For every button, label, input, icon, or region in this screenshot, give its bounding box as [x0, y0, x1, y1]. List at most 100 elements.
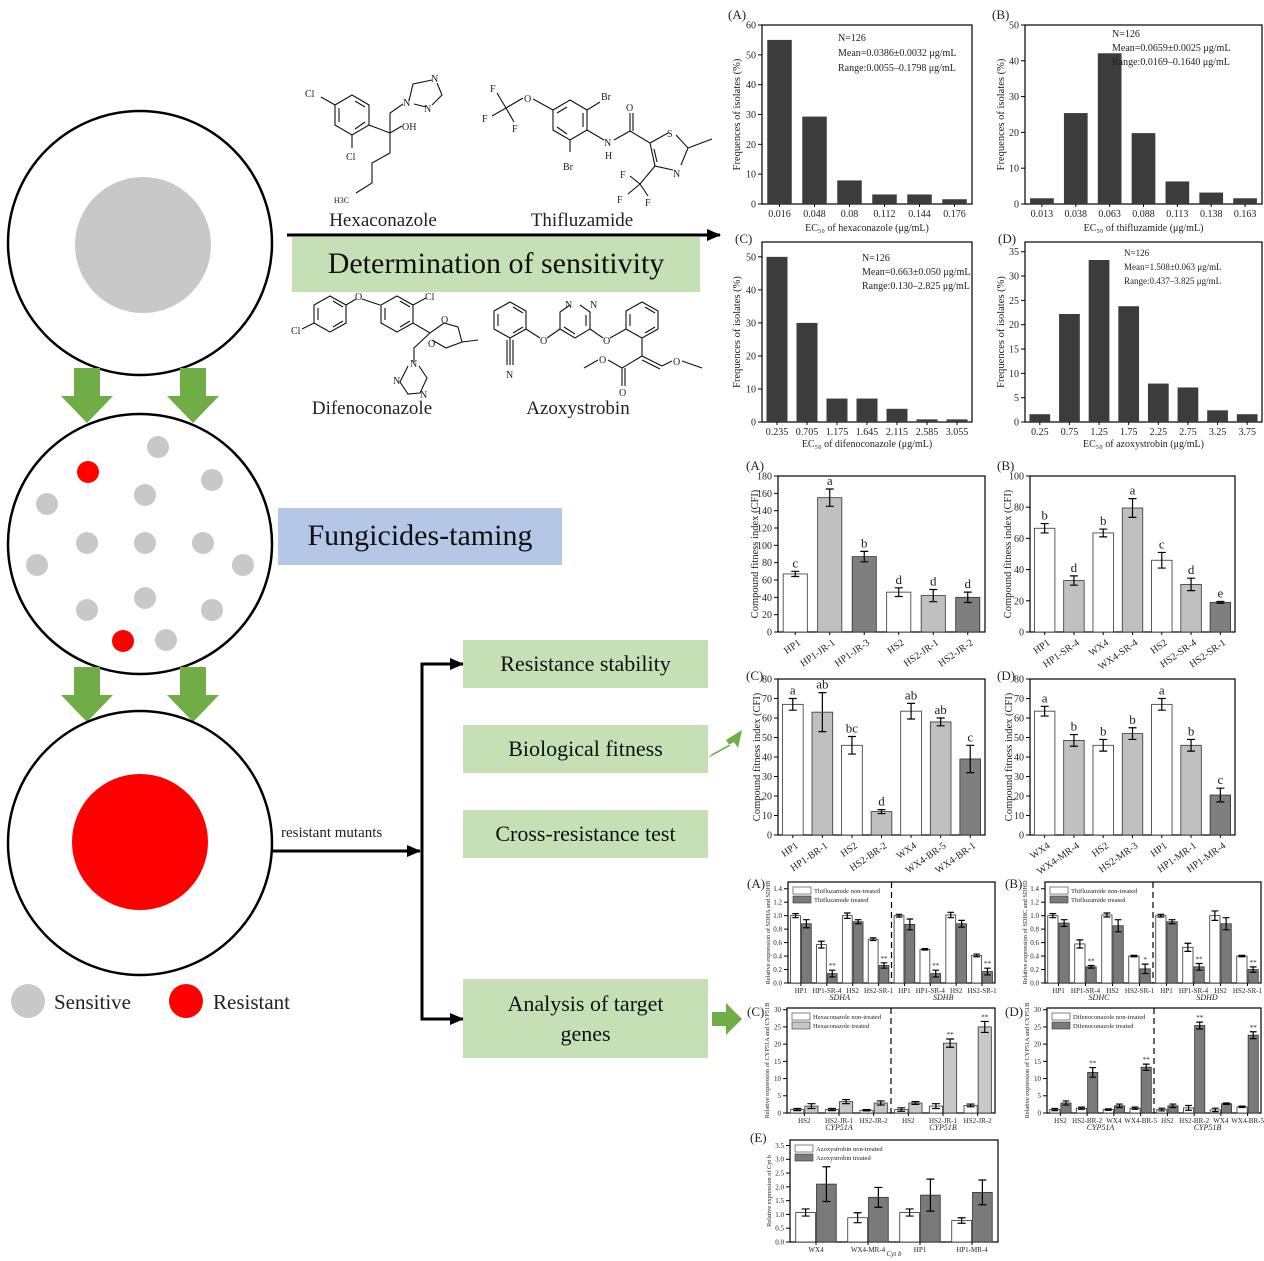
x-tick-label: 0.048	[803, 209, 826, 220]
bar	[1236, 955, 1248, 984]
y-tick-label: 60	[762, 714, 772, 725]
error-bar	[803, 919, 810, 929]
error-bar	[946, 1038, 955, 1048]
gene-group-label: CYP51A	[1087, 1123, 1115, 1132]
azoxystrobin-atoms: N O N N O O O O	[506, 300, 680, 399]
error-bar	[1099, 738, 1108, 752]
bar	[1220, 1103, 1232, 1114]
bar	[942, 199, 967, 204]
error-bar	[894, 587, 903, 598]
y-tick-label: 25	[1034, 1023, 1042, 1031]
y-axis-label: Frequences of isolates (%)	[996, 276, 1007, 388]
bar	[1074, 943, 1086, 984]
error-bar	[907, 702, 916, 720]
error-bar	[788, 697, 797, 711]
bar	[1194, 1025, 1206, 1114]
error-bar	[911, 1101, 920, 1105]
x-tick-label: HS2	[886, 637, 907, 656]
x-tick-label: HS2-JR-1	[902, 637, 941, 669]
error-bar	[936, 717, 945, 727]
green-down-arrows-1	[61, 368, 219, 423]
y-tick-label: 1.4	[1030, 885, 1039, 893]
significance-letter: ab	[816, 677, 828, 692]
error-bar	[1069, 575, 1078, 586]
y-tick-label: 0.6	[1030, 939, 1039, 947]
y-tick-label: 20	[1009, 320, 1019, 331]
legend-label: Thifluzamide non-treated	[1071, 888, 1138, 895]
bar	[900, 710, 922, 836]
y-axis-label: Relative expression of SDHA and SDHB	[765, 881, 772, 985]
x-tick-label: 3.25	[1209, 427, 1227, 438]
gene-group-label: SDHB	[933, 993, 954, 1002]
y-tick-label: 40	[1009, 56, 1019, 67]
resistant-colony	[112, 630, 134, 652]
legend-label: Azoxystrobin non-treated	[816, 1146, 883, 1153]
sensitive-colony	[155, 629, 177, 651]
bar	[1092, 744, 1114, 836]
error-bar	[807, 1103, 816, 1110]
structure-difenoconazole	[301, 295, 479, 395]
sensitive-colony	[134, 532, 156, 554]
panel-label: (B)	[992, 7, 1009, 22]
gene-group-label: SDHA	[830, 993, 851, 1002]
error-bar	[1187, 738, 1196, 752]
bar	[837, 180, 862, 204]
y-tick-label: 5	[1014, 393, 1019, 404]
gene-group-label: SDHD	[1196, 993, 1218, 1002]
atom-label: Br	[601, 92, 612, 103]
atom-label: O	[599, 355, 606, 366]
significance-letter: d	[896, 572, 903, 587]
y-tick-label: 40	[1014, 753, 1024, 764]
bar	[851, 556, 877, 633]
error-bar	[1099, 528, 1108, 538]
y-tick-label: 10	[1034, 1075, 1042, 1083]
x-tick-label: 2.25	[1150, 427, 1168, 438]
sensitive-colony	[75, 177, 211, 313]
significance-letter: b	[1071, 719, 1078, 734]
x-tick-label: HS2	[1054, 1117, 1067, 1125]
bar	[841, 744, 863, 836]
y-tick-label: 10	[1014, 811, 1024, 822]
sensitive-colony	[134, 587, 156, 609]
stat-annotation: Range:0.437–3.825 μg/mL	[1124, 276, 1221, 286]
legend-label: Thifluzamide treated	[1071, 897, 1126, 904]
dish-initial	[6, 109, 274, 377]
x-tick-label: 0.088	[1132, 209, 1155, 220]
bar	[1151, 703, 1173, 836]
bar	[1101, 914, 1113, 984]
error-bar	[1169, 1103, 1177, 1109]
triazole-ring	[408, 79, 443, 108]
x-tick-label: WX4-BR-5	[1231, 1117, 1264, 1125]
legend-swatch	[1051, 1012, 1071, 1021]
bar	[1166, 921, 1178, 984]
x-axis-label: EC₅₀ of thifluzamide (μg/mL)	[1084, 223, 1204, 234]
x-tick-label: HS2-SR-1	[1233, 987, 1263, 995]
bar	[1199, 192, 1224, 204]
bar	[782, 573, 808, 633]
y-tick-label: 80	[1014, 503, 1024, 514]
y-tick-label: 60	[1014, 714, 1024, 725]
y-tick-label: 10	[746, 384, 756, 395]
x-tick-label: 0.176	[943, 209, 966, 220]
cross-resistance-test-box: Cross-resistance test	[463, 810, 708, 858]
x-tick-label: HP1	[898, 987, 911, 995]
benzene-ring	[334, 94, 370, 136]
plot-frame	[777, 475, 986, 633]
y-tick-label: 30	[746, 318, 756, 329]
y-tick-label: 0	[767, 831, 772, 842]
x-tick-label: HS2	[902, 1117, 915, 1125]
significance-mark: **	[981, 1013, 989, 1021]
error-bar	[877, 809, 886, 815]
y-tick-label: 5	[778, 1092, 782, 1100]
x-tick-label: HP1	[782, 637, 803, 656]
atom-label: O	[603, 336, 610, 347]
x-tick-label: HP1-SR-4	[1179, 987, 1209, 995]
x-tick-label: 0.235	[766, 427, 789, 438]
error-bar	[897, 1107, 906, 1112]
error-bar	[1223, 1102, 1230, 1105]
y-tick-label: 20	[1034, 1041, 1042, 1049]
sensitive-colony	[134, 484, 156, 506]
y-tick-label: 40	[746, 285, 756, 296]
x-tick-label: HP1-SR-4	[812, 987, 842, 995]
x-tick-label: 1.645	[856, 427, 879, 438]
